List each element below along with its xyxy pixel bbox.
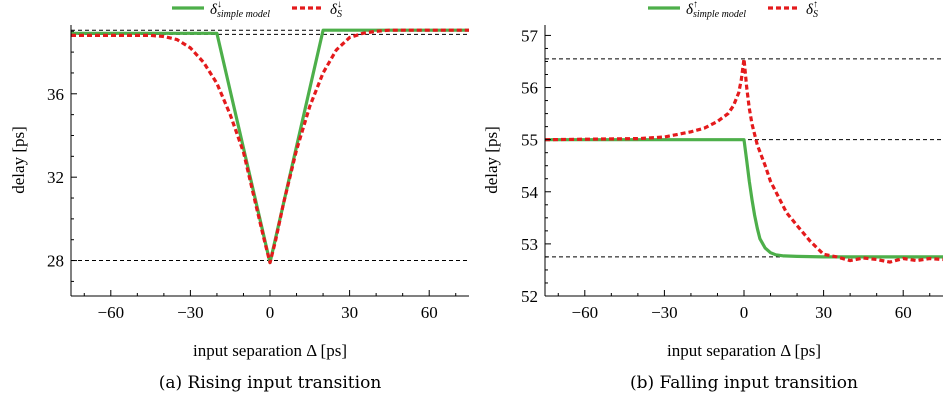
legend-subscript: S: [337, 9, 342, 20]
legend-subscript: simple model: [217, 9, 270, 20]
legend-symbol: δ: [210, 2, 218, 18]
series-2-line: [544, 57, 943, 264]
y-tick-label: 36: [47, 85, 64, 104]
legend-label-1: δ↓ simple model: [210, 0, 270, 20]
legend-symbol: δ: [806, 2, 814, 18]
series-1-line: [545, 138, 943, 259]
x-tick-label: 60: [421, 303, 438, 322]
legend-symbol: δ: [686, 2, 694, 18]
legend-subscript: S: [813, 9, 818, 20]
x-tick-label: 0: [266, 303, 275, 322]
y-tick-label: 54: [521, 183, 539, 202]
series-2-line: [71, 28, 469, 265]
y-tick-label: 28: [47, 252, 64, 271]
chart-panel-b: −60 −30 0 30 60 52 53 54 55 56 57 input separation …: [482, 0, 943, 393]
y-axis-label: delay [ps]: [9, 126, 28, 194]
legend-superscript: ↑: [693, 0, 698, 10]
x-tick-label: −30: [177, 303, 204, 322]
chart-panel-a: −60 −30 0 30 60 28 32 36 input separation Δ [ps]…: [9, 0, 469, 393]
figure-caption: (b) Falling input transition: [630, 373, 858, 393]
y-axis-label: delay [ps]: [482, 126, 501, 194]
y-tick-label: 56: [521, 79, 538, 98]
y-tick-label: 53: [521, 235, 538, 254]
legend-subscript: simple model: [693, 9, 746, 20]
legend-label-2: δ↓ S: [330, 0, 342, 20]
y-tick-label: 55: [521, 131, 538, 150]
x-tick-label: −60: [572, 303, 599, 322]
figure-caption: (a) Rising input transition: [159, 373, 382, 393]
legend-superscript: ↑: [813, 0, 818, 10]
x-tick-label: −30: [651, 303, 678, 322]
legend-label-1: δ↑ simple model: [686, 0, 746, 20]
series-1-line: [71, 28, 469, 265]
legend-symbol: δ: [330, 2, 338, 18]
legend-label-2: δ↑ S: [806, 0, 818, 20]
legend-superscript: ↓: [337, 0, 342, 10]
x-axis-label: input separation Δ [ps]: [193, 341, 347, 360]
y-tick-label: 57: [521, 26, 539, 45]
x-tick-label: 30: [815, 303, 832, 322]
x-tick-label: −60: [98, 303, 125, 322]
x-tick-label: 0: [740, 303, 749, 322]
x-axis-label: input separation Δ [ps]: [667, 341, 821, 360]
y-tick-label: 52: [521, 287, 538, 306]
y-tick-label: 32: [47, 168, 64, 187]
legend-superscript: ↓: [217, 0, 222, 10]
x-tick-label: 30: [341, 303, 358, 322]
x-tick-label: 60: [895, 303, 912, 322]
